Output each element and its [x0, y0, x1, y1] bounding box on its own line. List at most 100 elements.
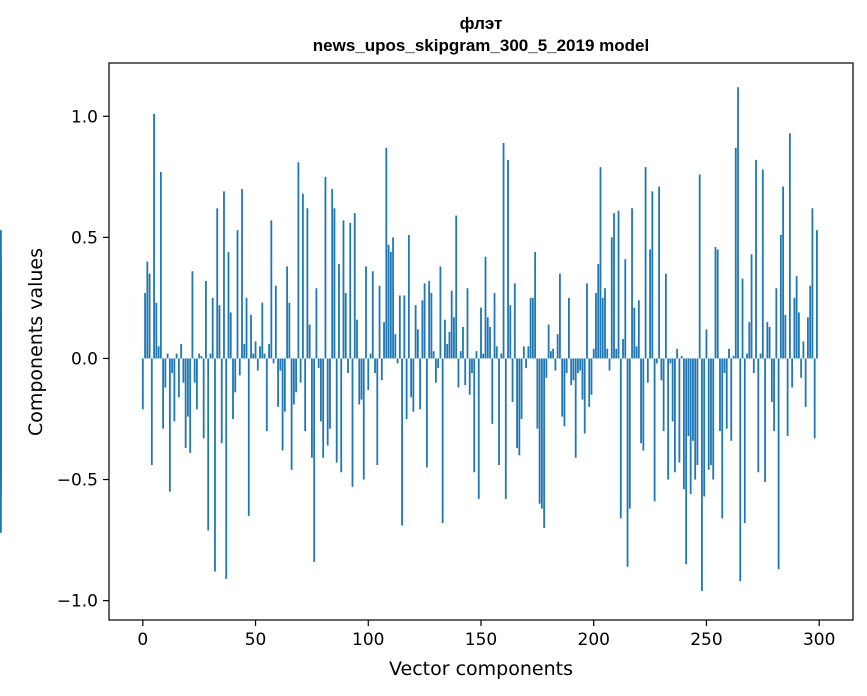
bar-188: [565, 358, 568, 373]
bar-128: [430, 293, 433, 359]
bar-184: [556, 334, 559, 359]
bar-189: [568, 297, 570, 359]
bar-17: [180, 343, 183, 359]
chart-title-line-2: news_upos_skipgram_300_5_2019 model: [312, 36, 650, 55]
bar-118: [407, 234, 410, 359]
bar-198: [588, 358, 591, 407]
bar-281: [775, 288, 778, 359]
bar-195: [581, 358, 584, 400]
bar-136: [448, 331, 451, 359]
chart-title-line-1: флэт: [459, 14, 503, 33]
bar-172: [529, 297, 532, 359]
bar-203: [599, 167, 602, 359]
bar-152: [484, 256, 487, 359]
bar-112: [394, 334, 397, 359]
bar-104: [376, 358, 379, 466]
bar-57: [270, 220, 273, 359]
bar-213: [622, 339, 624, 359]
bar-246: [696, 358, 699, 466]
bar-134: [444, 319, 446, 359]
bar-149: [477, 358, 480, 499]
bar-288: [791, 358, 794, 388]
bar-30: [209, 353, 212, 359]
bar-25: [198, 353, 201, 359]
bar-110: [389, 251, 392, 359]
bar-114: [398, 295, 401, 359]
bar-157: [495, 346, 498, 359]
bar-295: [807, 317, 809, 359]
bar-170: [525, 358, 527, 369]
bar-34: [218, 305, 221, 359]
bar-68: [295, 358, 298, 393]
bar-275: [761, 169, 764, 359]
bar-95: [356, 319, 358, 359]
bar-75: [311, 358, 313, 458]
bar-187: [563, 358, 566, 427]
bar-272: [755, 159, 757, 359]
bar-264: [737, 87, 739, 359]
bar-102: [371, 271, 374, 359]
bar-255: [716, 249, 719, 359]
bar-32: [214, 358, 216, 572]
bar-103: [374, 358, 376, 373]
bar-51: [256, 358, 259, 371]
bar-40: [232, 358, 234, 419]
bar-41: [234, 358, 237, 393]
bar-108: [385, 147, 388, 359]
bar-85: [333, 208, 336, 359]
bar-54: [263, 353, 266, 359]
bar-183: [554, 358, 557, 371]
bar-111: [392, 237, 394, 359]
bar-78: [317, 358, 320, 369]
bar-210: [615, 348, 618, 359]
bar-135: [446, 343, 449, 359]
bar-91: [347, 358, 349, 373]
bar-236: [673, 358, 676, 473]
bar-80: [322, 358, 325, 458]
x-tick-label-50: 50: [245, 630, 267, 650]
bar-29: [207, 358, 210, 531]
bar-92: [349, 222, 352, 359]
bar-292: [800, 358, 803, 378]
bar-202: [597, 264, 600, 359]
bar-298: [813, 358, 816, 439]
bar-9: [162, 358, 165, 429]
bar-64: [286, 266, 289, 359]
bar-165: [513, 283, 516, 359]
bar-249: [703, 358, 706, 497]
bar-284: [782, 186, 785, 359]
bar-223: [644, 167, 647, 359]
bar-113: [396, 358, 399, 364]
bar-160: [502, 142, 505, 359]
bar-150: [480, 307, 482, 359]
bar-253: [712, 358, 715, 480]
x-tick-label-100: 100: [352, 630, 384, 650]
bar-72: [304, 358, 307, 432]
bar-156: [493, 293, 496, 359]
bar-105: [378, 285, 381, 359]
bar-14: [173, 358, 176, 422]
bar-79: [320, 358, 322, 422]
bar-258: [723, 358, 726, 373]
bar-61: [279, 358, 282, 371]
bar-293: [802, 341, 805, 359]
bar-206: [606, 348, 609, 359]
bar-116: [403, 295, 406, 359]
bar-119: [410, 358, 413, 398]
bar-109: [387, 244, 390, 359]
bar-123: [419, 358, 422, 410]
bar-1: [144, 293, 146, 359]
bar-164: [511, 358, 514, 403]
bar-84: [331, 188, 334, 359]
bar-42: [236, 230, 239, 359]
bar-31: [211, 297, 214, 359]
bar-185: [559, 273, 561, 359]
bar-205: [604, 288, 606, 359]
bar-10: [164, 358, 167, 388]
bar-182: [552, 348, 555, 359]
bar-21: [189, 358, 192, 453]
bar-120: [412, 358, 415, 412]
bar-97: [360, 358, 363, 400]
bar-287: [788, 133, 791, 359]
